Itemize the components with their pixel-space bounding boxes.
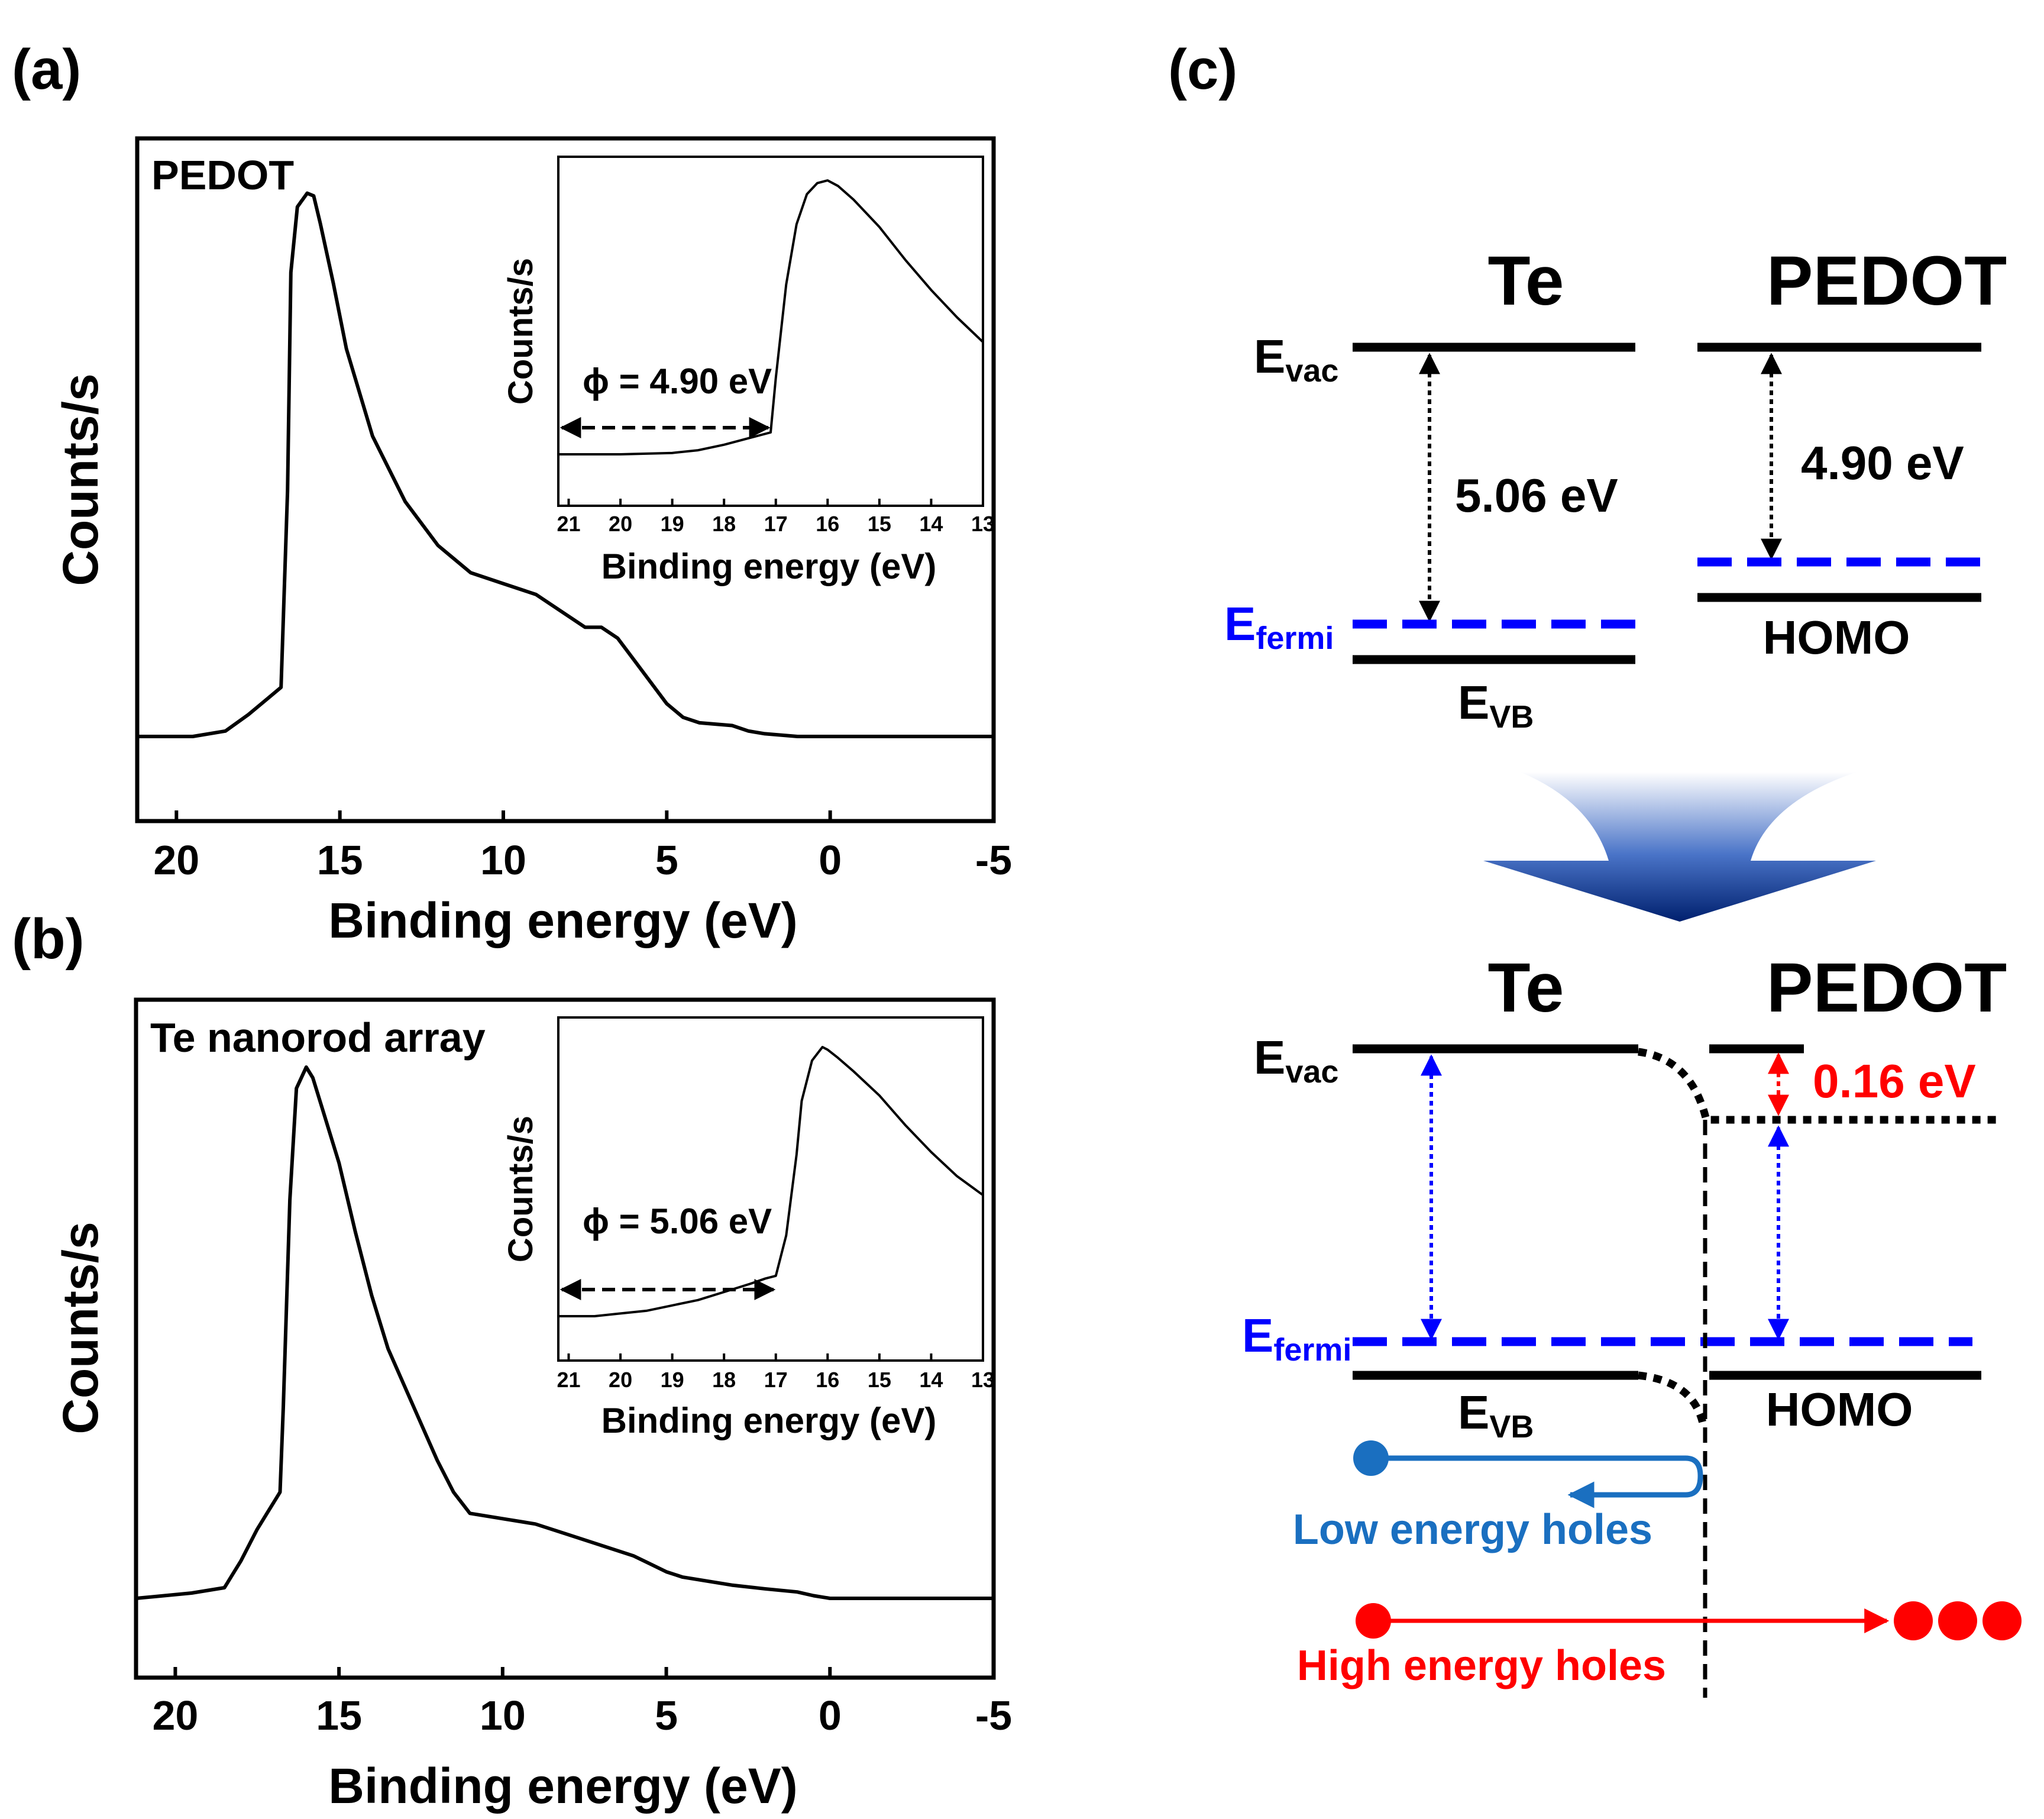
x-tick-label: 15 (868, 1368, 891, 1392)
transported-hole-3 (1982, 1601, 2022, 1640)
panel-a-x-axis-label: Binding energy (eV) (328, 893, 797, 948)
panel-b-inset-frame (557, 1016, 984, 1362)
x-tick-label: 21 (557, 512, 580, 536)
band-offset-value: 0.16 eV (1813, 1055, 1976, 1107)
panel-a-inset-x-ticks: 21 20 19 18 17 16 15 14 13 (557, 499, 995, 536)
low-energy-hole-reflection-path (1378, 1455, 1703, 1508)
low-energy-hole (1353, 1440, 1389, 1476)
panel-a-spectrum (137, 191, 994, 738)
transported-hole-1 (1894, 1601, 1933, 1640)
panel-a-sample-label: PEDOT (151, 152, 294, 198)
x-tick-label: 15 (868, 512, 891, 536)
panel-a-y-axis-label: Counts/s (53, 373, 108, 586)
spectrum-line (135, 1065, 994, 1600)
x-tick-label: 19 (661, 512, 684, 536)
x-tick-label: 17 (764, 512, 788, 536)
homo-label-bottom: HOMO (1766, 1383, 1913, 1436)
x-tick-label: 0 (819, 837, 842, 883)
panel-b-x-axis-label: Binding energy (eV) (328, 1758, 797, 1814)
x-tick-label: 18 (712, 512, 736, 536)
panel-a-inset-x-label: Binding energy (eV) (601, 547, 937, 586)
x-tick-label: 13 (971, 1368, 995, 1392)
x-tick-label: -5 (975, 1692, 1012, 1739)
x-tick-label: 15 (316, 1692, 362, 1739)
panel-b-phi-label: ϕ = 5.06 eV (583, 1201, 772, 1241)
evac-label-top: Evac (1254, 330, 1338, 389)
pedot-title-top: PEDOT (1767, 242, 2007, 320)
x-tick-label: 10 (480, 837, 526, 883)
te-work-function-value: 5.06 eV (1455, 469, 1618, 522)
panel-a-axes-frame (135, 136, 996, 823)
band-diagram-after-contact: Te PEDOT Evac 0.16 eV Efermi EVB HOMO Lo… (1242, 949, 2022, 1698)
x-tick-label: 15 (317, 837, 363, 883)
panel-a-x-ticks: 20 15 10 5 0 -5 (153, 810, 1012, 883)
spectrum-line (558, 1046, 984, 1317)
pedot-title-bottom: PEDOT (1767, 949, 2007, 1027)
high-energy-holes-label: High energy holes (1297, 1642, 1666, 1689)
panel-b-inset-spectrum (558, 1046, 984, 1317)
evb-label-bottom: EVB (1458, 1386, 1534, 1445)
panel-a-phi-label: ϕ = 4.90 eV (583, 361, 772, 401)
panel-b: (b) Te nanorod array Counts/s Binding en… (12, 907, 1012, 1814)
te-title-top: Te (1488, 242, 1564, 320)
x-tick-label: 5 (655, 1692, 678, 1739)
x-tick-label: 20 (152, 1692, 198, 1739)
x-tick-label: 19 (661, 1368, 684, 1392)
panel-a-inset-y-label: Counts/s (502, 258, 540, 405)
valence-band-bending (1638, 1371, 1707, 1427)
homo-label-top: HOMO (1763, 611, 1910, 664)
x-tick-label: 14 (919, 1368, 943, 1392)
low-energy-holes-label: Low energy holes (1293, 1506, 1652, 1553)
panel-b-axes-frame (134, 997, 996, 1680)
panel-b-inset-x-ticks: 21 20 19 18 17 16 15 14 13 (557, 1353, 995, 1392)
panel-a: (a) PEDOT Counts/s Binding energy (eV) 2… (12, 38, 1012, 948)
efermi-label-top: Efermi (1224, 597, 1334, 656)
vacuum-level-bending (1638, 1048, 1999, 1124)
x-tick-label: 10 (480, 1692, 526, 1739)
x-tick-label: 0 (819, 1692, 842, 1739)
x-tick-label: 17 (764, 1368, 788, 1392)
efermi-label-bottom: Efermi (1242, 1309, 1351, 1368)
x-tick-label: 20 (609, 1368, 632, 1392)
band-diagram-before-contact: Te PEDOT Evac 5.06 eV 4.90 eV Efermi EVB… (1224, 242, 2007, 735)
panel-b-x-ticks: 20 15 10 5 0 -5 (152, 1667, 1012, 1739)
x-tick-label: 14 (919, 512, 943, 536)
x-tick-label: 5 (655, 837, 678, 883)
x-tick-label: 21 (557, 1368, 580, 1392)
panel-b-sample-label: Te nanorod array (150, 1014, 486, 1061)
x-tick-label: 13 (971, 512, 995, 536)
panel-b-inset-y-label: Counts/s (502, 1116, 540, 1262)
panel-c-label: (c) (1168, 38, 1237, 101)
x-tick-label: 20 (609, 512, 632, 536)
panel-b-spectrum (135, 1065, 994, 1600)
panel-a-label: (a) (12, 38, 81, 101)
evac-label-bottom: Evac (1254, 1031, 1338, 1090)
x-tick-label: 16 (816, 512, 839, 536)
x-tick-label: 20 (153, 837, 199, 883)
x-tick-label: 16 (816, 1368, 839, 1392)
contact-transition-arrow (1483, 772, 1876, 922)
panel-b-y-axis-label: Counts/s (53, 1222, 108, 1434)
panel-a-inset-spectrum (558, 179, 984, 455)
transported-hole-2 (1938, 1601, 1977, 1640)
x-tick-label: 18 (712, 1368, 736, 1392)
x-tick-label: -5 (975, 837, 1012, 883)
high-energy-hole (1356, 1603, 1391, 1639)
evb-label-top: EVB (1458, 676, 1534, 735)
panel-a-inset-frame (557, 156, 984, 507)
pedot-work-function-value: 4.90 eV (1801, 437, 1964, 489)
spectrum-line (137, 191, 994, 738)
spectrum-line (558, 179, 984, 455)
panel-b-inset-x-label: Binding energy (eV) (601, 1401, 937, 1440)
te-title-bottom: Te (1488, 949, 1564, 1027)
panel-c: (c) Te PEDOT Evac 5.06 eV 4.90 eV Efermi… (1168, 38, 2022, 1698)
panel-b-label: (b) (12, 907, 85, 971)
